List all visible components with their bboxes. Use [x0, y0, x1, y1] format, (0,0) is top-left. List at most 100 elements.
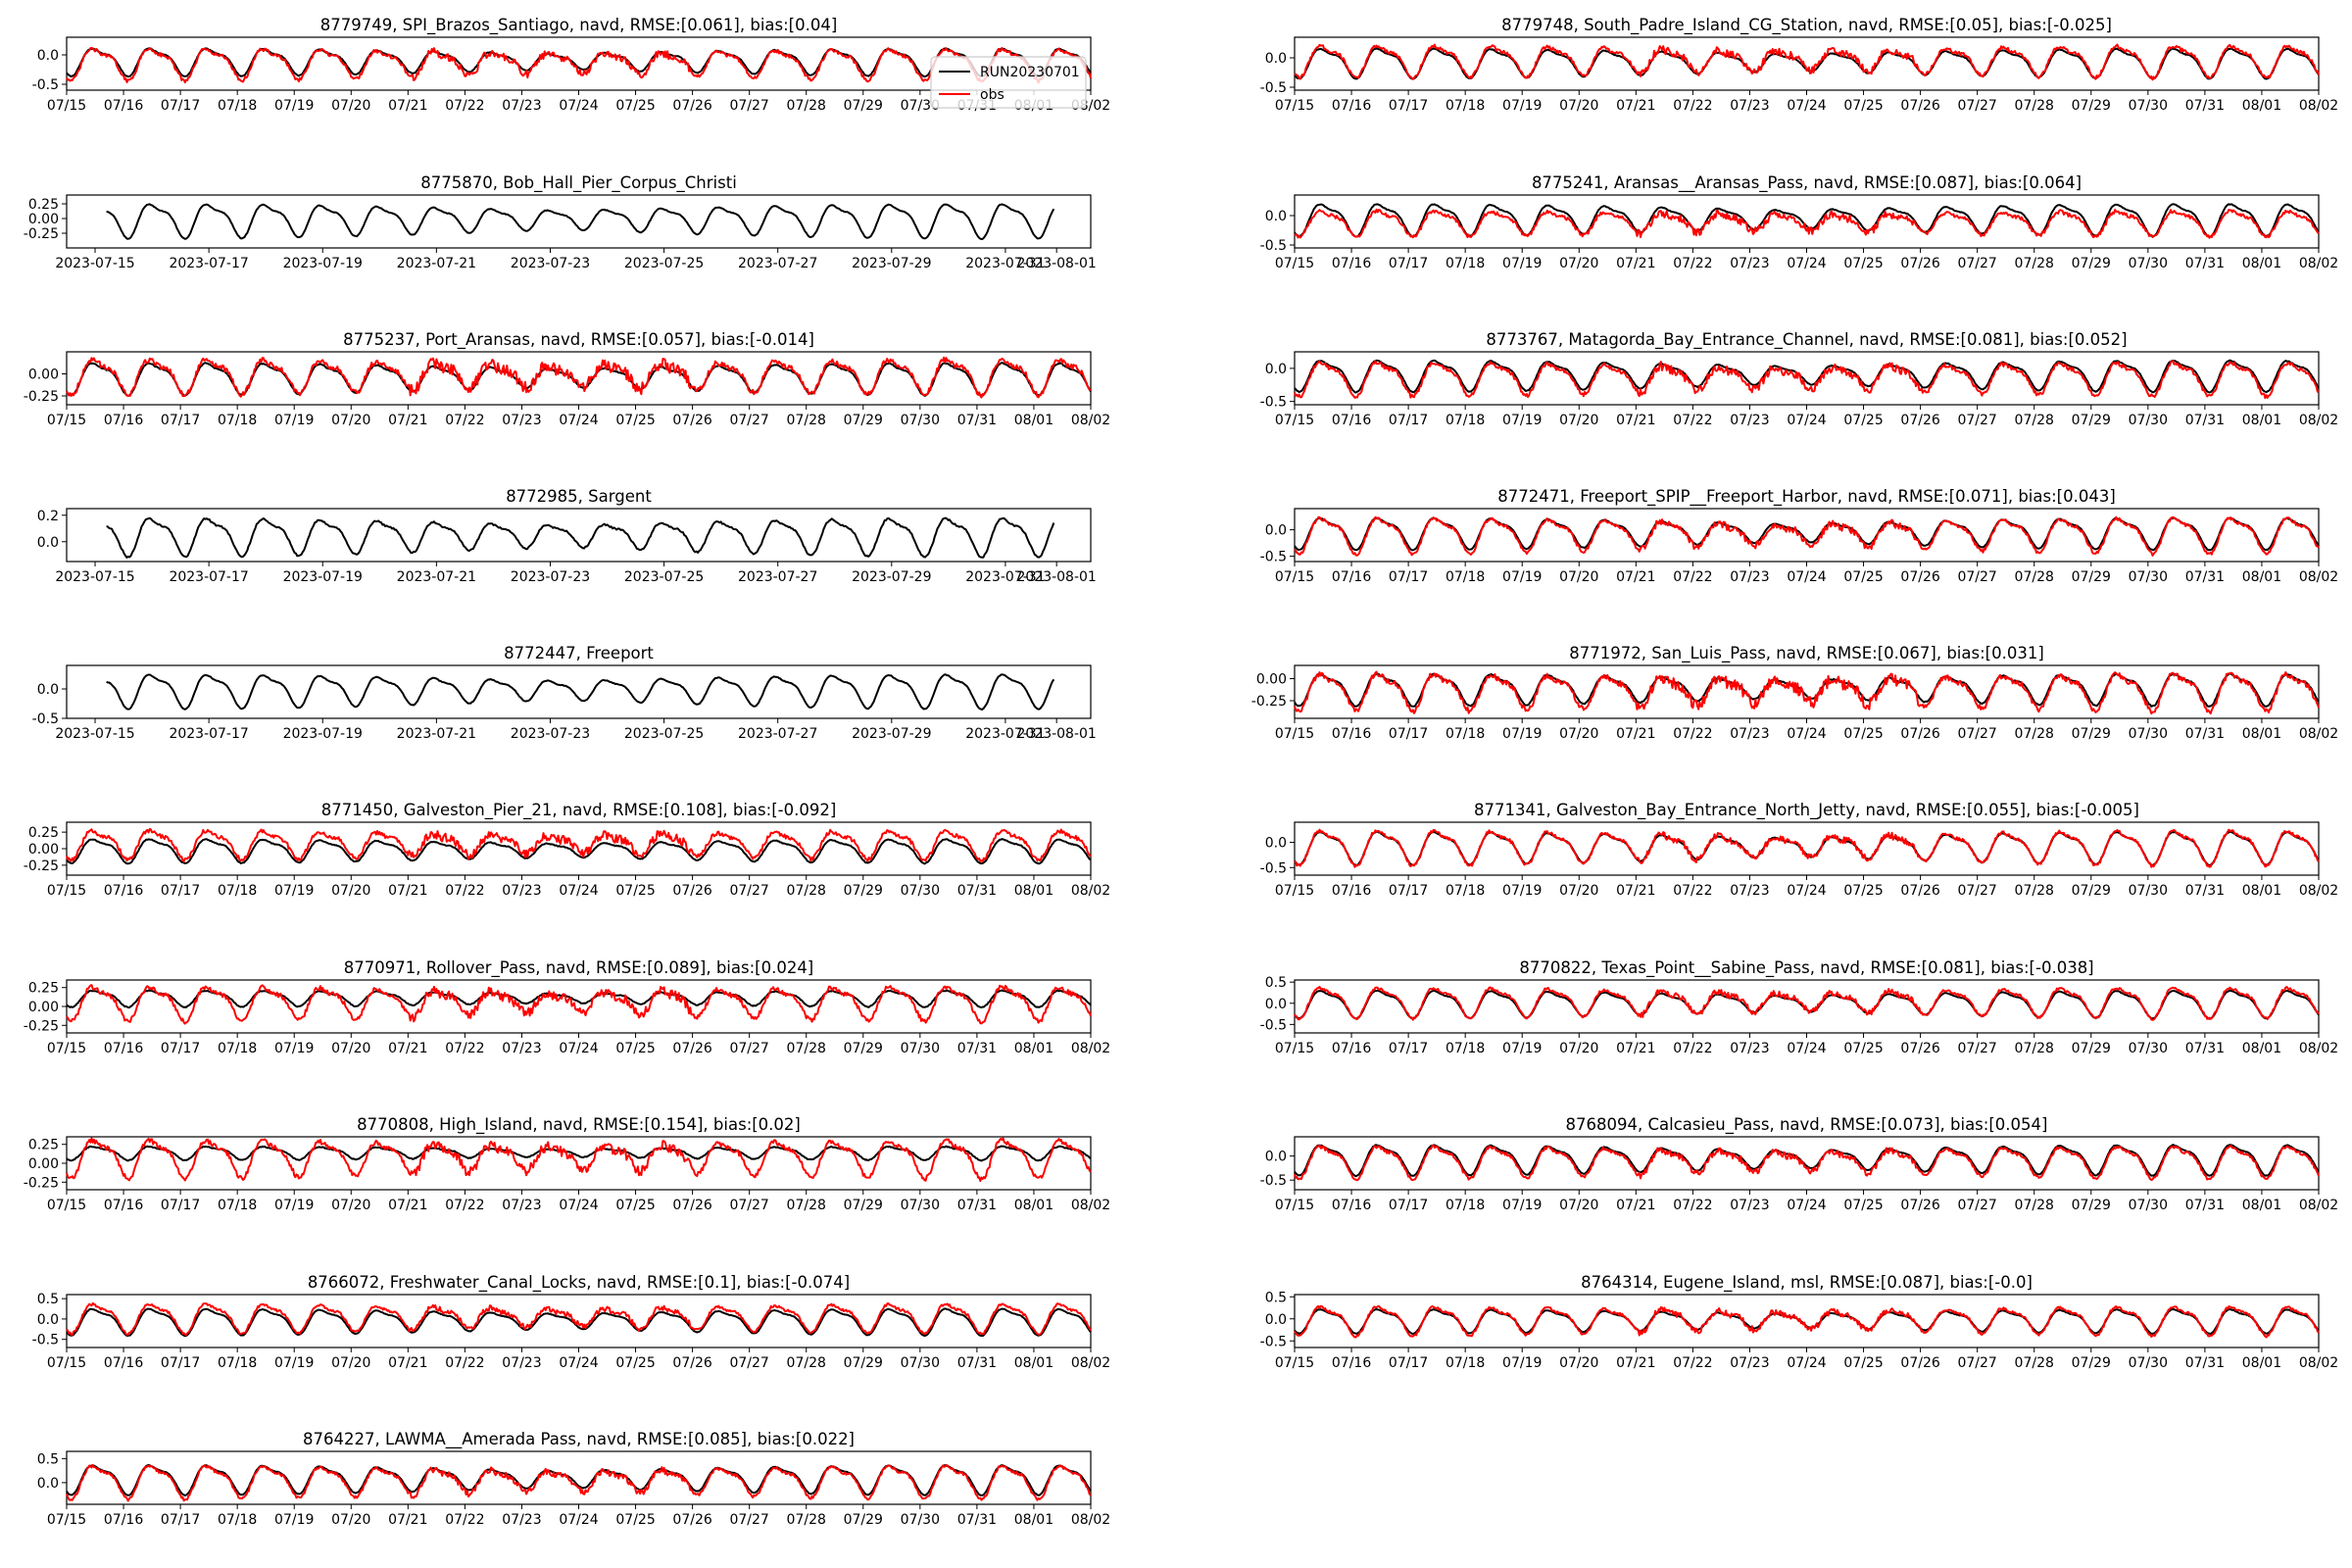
- axes-frame: [1294, 1294, 2320, 1348]
- panel-title: 8770971, Rollover_Pass, navd, RMSE:[0.08…: [344, 958, 814, 978]
- x-tick-label: 07/30: [2129, 98, 2168, 114]
- x-tick-label: 07/28: [787, 1198, 826, 1213]
- x-tick-label: 07/16: [1332, 1198, 1371, 1213]
- x-tick-label: 07/19: [274, 1512, 314, 1528]
- x-tick-label: 07/20: [331, 1198, 370, 1213]
- x-tick-label: 07/27: [729, 413, 768, 428]
- y-tick-label: -0.5: [1260, 1017, 1287, 1033]
- x-tick-label: 07/18: [218, 1198, 257, 1213]
- x-tick-label: 2023-07-19: [283, 569, 363, 585]
- y-tick-label: 0.0: [37, 1476, 59, 1492]
- station-panel: 8779749, SPI_Brazos_Santiago, navd, RMSE…: [32, 16, 1111, 114]
- obs-series-line: [1294, 828, 2320, 868]
- x-tick-label: 07/22: [445, 1198, 484, 1213]
- x-tick-label: 07/15: [47, 1041, 86, 1056]
- axes-frame: [66, 351, 1092, 406]
- x-tick-label: 2023-07-23: [511, 726, 590, 742]
- x-tick-label: 07/20: [1559, 256, 1598, 271]
- x-tick-label: 07/27: [729, 883, 768, 899]
- x-tick-label: 07/21: [1616, 569, 1655, 585]
- x-tick-label: 07/18: [218, 413, 257, 428]
- x-tick-label: 07/16: [1332, 883, 1371, 899]
- x-tick-label: 08/01: [2242, 569, 2281, 585]
- x-tick-label: 07/21: [388, 1355, 427, 1371]
- x-tick-label: 07/31: [2185, 413, 2225, 428]
- x-tick-label: 07/27: [729, 1198, 768, 1213]
- panel-title: 8770808, High_Island, navd, RMSE:[0.154]…: [357, 1115, 801, 1135]
- x-tick-label: 07/15: [47, 413, 86, 428]
- x-tick-label: 2023-07-25: [624, 256, 704, 271]
- x-tick-label: 07/29: [844, 413, 883, 428]
- x-tick-label: 07/27: [729, 98, 768, 114]
- y-tick-label: 0.0: [1265, 1150, 1287, 1165]
- obs-series-line: [1294, 208, 2320, 239]
- x-tick-label: 07/21: [1616, 98, 1655, 114]
- x-tick-label: 07/17: [161, 413, 200, 428]
- obs-series-line: [1294, 670, 2320, 715]
- x-tick-label: 07/27: [1957, 98, 1996, 114]
- x-tick-label: 07/25: [1843, 98, 1883, 114]
- x-tick-label: 07/21: [1616, 413, 1655, 428]
- x-tick-label: 07/28: [2015, 1041, 2054, 1056]
- y-tick-label: 0.0: [37, 48, 59, 64]
- x-tick-label: 07/20: [1559, 726, 1598, 742]
- x-tick-label: 07/31: [957, 1041, 997, 1056]
- y-tick-label: -0.5: [32, 77, 59, 93]
- y-tick-label: 0.0: [37, 535, 59, 551]
- x-tick-label: 07/29: [2072, 883, 2111, 899]
- model-series-line: [1294, 359, 2320, 394]
- x-tick-label: 07/18: [218, 883, 257, 899]
- x-tick-label: 07/31: [957, 1355, 997, 1371]
- x-tick-label: 07/24: [559, 1041, 598, 1056]
- y-tick-label: 0.25: [28, 197, 59, 213]
- x-tick-label: 08/02: [1071, 883, 1110, 899]
- axes-frame: [66, 979, 1092, 1034]
- x-tick-label: 07/30: [2129, 883, 2168, 899]
- obs-series-line: [1294, 360, 2320, 400]
- x-tick-label: 07/29: [844, 1041, 883, 1056]
- x-tick-label: 07/20: [1559, 1355, 1598, 1371]
- x-tick-label: 07/22: [445, 1355, 484, 1371]
- x-tick-label: 07/22: [1673, 413, 1712, 428]
- x-tick-label: 07/28: [787, 1355, 826, 1371]
- x-tick-label: 07/22: [1673, 256, 1712, 271]
- station-panel: 8771450, Galveston_Pier_21, navd, RMSE:[…: [24, 801, 1110, 899]
- x-tick-label: 07/23: [1730, 569, 1769, 585]
- model-series-line: [1294, 830, 2320, 866]
- x-tick-label: 07/31: [957, 1198, 997, 1213]
- panel-title: 8766072, Freshwater_Canal_Locks, navd, R…: [308, 1273, 850, 1293]
- y-tick-label: 0.5: [1265, 975, 1287, 991]
- obs-series-line: [1294, 1304, 2320, 1339]
- axes-frame: [1294, 1136, 2320, 1191]
- panel-title: 8775870, Bob_Hall_Pier_Corpus_Christi: [420, 173, 737, 193]
- x-tick-label: 07/15: [1275, 98, 1314, 114]
- x-tick-label: 07/23: [1730, 413, 1769, 428]
- y-tick-label: -0.25: [24, 226, 59, 242]
- x-tick-label: 2023-07-31: [965, 726, 1045, 742]
- x-tick-label: 07/15: [47, 883, 86, 899]
- x-tick-label: 07/22: [1673, 569, 1712, 585]
- x-tick-label: 07/26: [1900, 413, 1939, 428]
- obs-series-line: [66, 828, 1092, 863]
- x-tick-label: 08/02: [2299, 569, 2338, 585]
- x-tick-label: 07/31: [2185, 1198, 2225, 1213]
- model-series-line: [1294, 516, 2320, 552]
- x-tick-label: 07/23: [502, 1355, 541, 1371]
- x-tick-label: 07/28: [2015, 1198, 2054, 1213]
- x-tick-label: 08/01: [2242, 1041, 2281, 1056]
- x-tick-label: 07/24: [1787, 1355, 1826, 1371]
- x-tick-label: 07/29: [2072, 413, 2111, 428]
- x-tick-label: 2023-07-23: [511, 256, 590, 271]
- x-tick-label: 07/21: [1616, 726, 1655, 742]
- model-series-line: [106, 673, 1055, 710]
- x-tick-label: 07/26: [1900, 569, 1939, 585]
- x-tick-label: 08/01: [1014, 413, 1054, 428]
- y-tick-label: 0.25: [28, 1138, 59, 1153]
- x-tick-label: 07/18: [218, 1512, 257, 1528]
- x-tick-label: 08/01: [1014, 1355, 1054, 1371]
- y-tick-label: 0.0: [1265, 209, 1287, 224]
- x-tick-label: 2023-07-27: [738, 569, 817, 585]
- x-tick-label: 07/17: [1389, 726, 1428, 742]
- x-tick-label: 07/25: [1843, 883, 1883, 899]
- axes-frame: [1294, 194, 2320, 249]
